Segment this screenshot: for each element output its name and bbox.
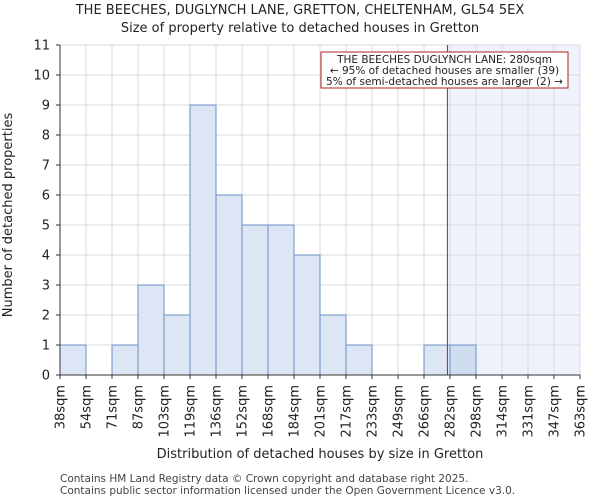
y-tick-label: 9 xyxy=(42,99,50,114)
x-tick-label: 38sqm xyxy=(54,385,69,429)
y-tick-label: 11 xyxy=(33,39,50,54)
x-tick-label: 298sqm xyxy=(470,385,485,438)
bar-87sqm xyxy=(137,284,165,376)
larger-region-shade xyxy=(447,45,580,375)
x-tick-label: 249sqm xyxy=(392,385,407,438)
bar-119sqm xyxy=(189,104,217,376)
y-tick-label: 6 xyxy=(42,189,50,204)
footer-attribution-1: Contains HM Land Registry data © Crown c… xyxy=(60,473,469,485)
x-tick-label: 314sqm xyxy=(496,385,511,438)
y-tick-label: 2 xyxy=(42,309,50,324)
x-tick-label: 71sqm xyxy=(106,385,121,429)
annotation-frame xyxy=(320,51,569,89)
bar-38sqm xyxy=(59,344,87,376)
bar-71sqm xyxy=(111,344,139,376)
chart-title: THE BEECHES, DUGLYNCH LANE, GRETTON, CHE… xyxy=(75,3,525,18)
x-tick-label: 87sqm xyxy=(132,385,147,429)
x-tick-label: 217sqm xyxy=(340,385,355,438)
bar-217sqm xyxy=(345,344,373,376)
bar-168sqm xyxy=(267,224,295,376)
x-tick-label: 136sqm xyxy=(210,385,225,438)
y-tick-label: 4 xyxy=(42,249,50,264)
bar-136sqm xyxy=(215,194,243,376)
y-axis-label: Number of detached properties xyxy=(1,113,16,318)
y-tick-label: 10 xyxy=(33,69,50,84)
y-tick-label: 8 xyxy=(42,129,50,144)
x-tick-label: 152sqm xyxy=(236,385,251,438)
y-tick-label: 0 xyxy=(42,369,50,384)
bar-266sqm xyxy=(423,344,451,376)
bar-184sqm xyxy=(293,254,321,376)
x-tick-label: 282sqm xyxy=(444,385,459,438)
x-tick-label: 201sqm xyxy=(314,385,329,438)
annotation-line-1: THE BEECHES DUGLYNCH LANE: 280sqm xyxy=(336,54,552,66)
x-tick-label: 331sqm xyxy=(522,385,537,438)
x-tick-label: 266sqm xyxy=(418,385,433,438)
annotation-box: THE BEECHES DUGLYNCH LANE: 280sqm ← 95% … xyxy=(320,51,569,89)
bar-282sqm xyxy=(449,344,477,376)
footer-attribution-2: Contains public sector information licen… xyxy=(60,485,516,497)
x-tick-label: 233sqm xyxy=(366,385,381,438)
bar-201sqm xyxy=(319,314,347,376)
x-tick-label: 119sqm xyxy=(184,385,199,438)
x-tick-label: 347sqm xyxy=(548,385,563,438)
x-tick-label: 184sqm xyxy=(288,385,303,438)
annotation-line-2: ← 95% of detached houses are smaller (39… xyxy=(330,65,559,77)
bar-152sqm xyxy=(241,224,269,376)
x-tick-label: 363sqm xyxy=(574,385,589,438)
y-tick-label: 7 xyxy=(42,159,50,174)
x-tick-label: 54sqm xyxy=(80,385,95,429)
x-axis-label: Distribution of detached houses by size … xyxy=(157,447,484,462)
y-tick-label: 5 xyxy=(42,219,50,234)
annotation-line-3: 5% of semi-detached houses are larger (2… xyxy=(326,76,563,88)
y-tick-label: 3 xyxy=(42,279,50,294)
y-tick-label: 1 xyxy=(42,339,50,354)
bar-103sqm xyxy=(163,314,191,376)
chart-subtitle: Size of property relative to detached ho… xyxy=(121,21,479,36)
x-tick-label: 103sqm xyxy=(158,385,173,438)
x-tick-label: 168sqm xyxy=(262,385,277,438)
